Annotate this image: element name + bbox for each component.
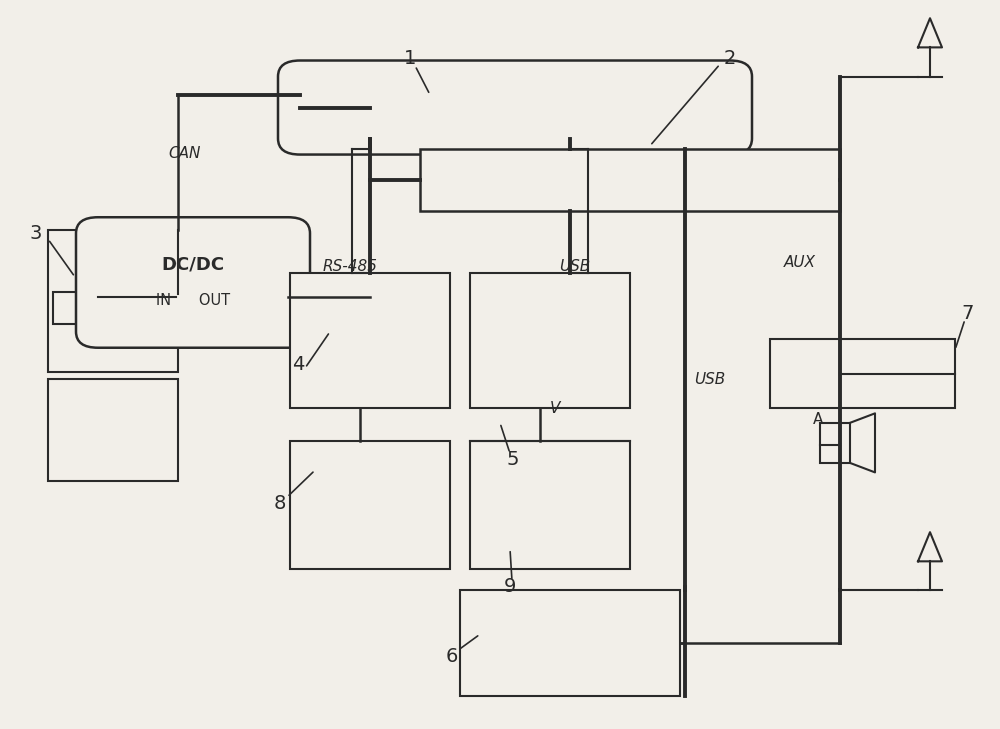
Text: DC/DC: DC/DC [161,256,225,274]
Bar [48,230,178,372]
Text: 7: 7 [962,304,974,323]
Bar [53,292,78,324]
Text: 4: 4 [292,355,304,374]
Bar [770,339,955,408]
Text: 3: 3 [30,224,42,243]
Bar [460,590,680,696]
Text: 9: 9 [504,577,516,596]
FancyBboxPatch shape [278,61,752,155]
Text: 8: 8 [274,494,286,512]
Text: 6: 6 [446,647,458,666]
Text: 2: 2 [724,49,736,68]
Text: RS-485: RS-485 [322,259,378,273]
Text: IN      OUT: IN OUT [156,293,230,308]
Text: 1: 1 [404,49,416,68]
Bar [290,441,450,569]
Text: USB: USB [694,372,726,386]
Bar [420,149,840,211]
Bar [470,273,630,408]
Bar [820,423,850,463]
Bar [48,379,178,481]
Text: V: V [550,401,560,416]
Text: USB: USB [559,259,591,273]
Text: 5: 5 [507,450,519,469]
Text: CAN: CAN [169,146,201,160]
Text: A: A [813,412,823,426]
FancyBboxPatch shape [76,217,310,348]
Bar [290,273,450,408]
Bar [470,441,630,569]
Text: AUX: AUX [784,255,816,270]
